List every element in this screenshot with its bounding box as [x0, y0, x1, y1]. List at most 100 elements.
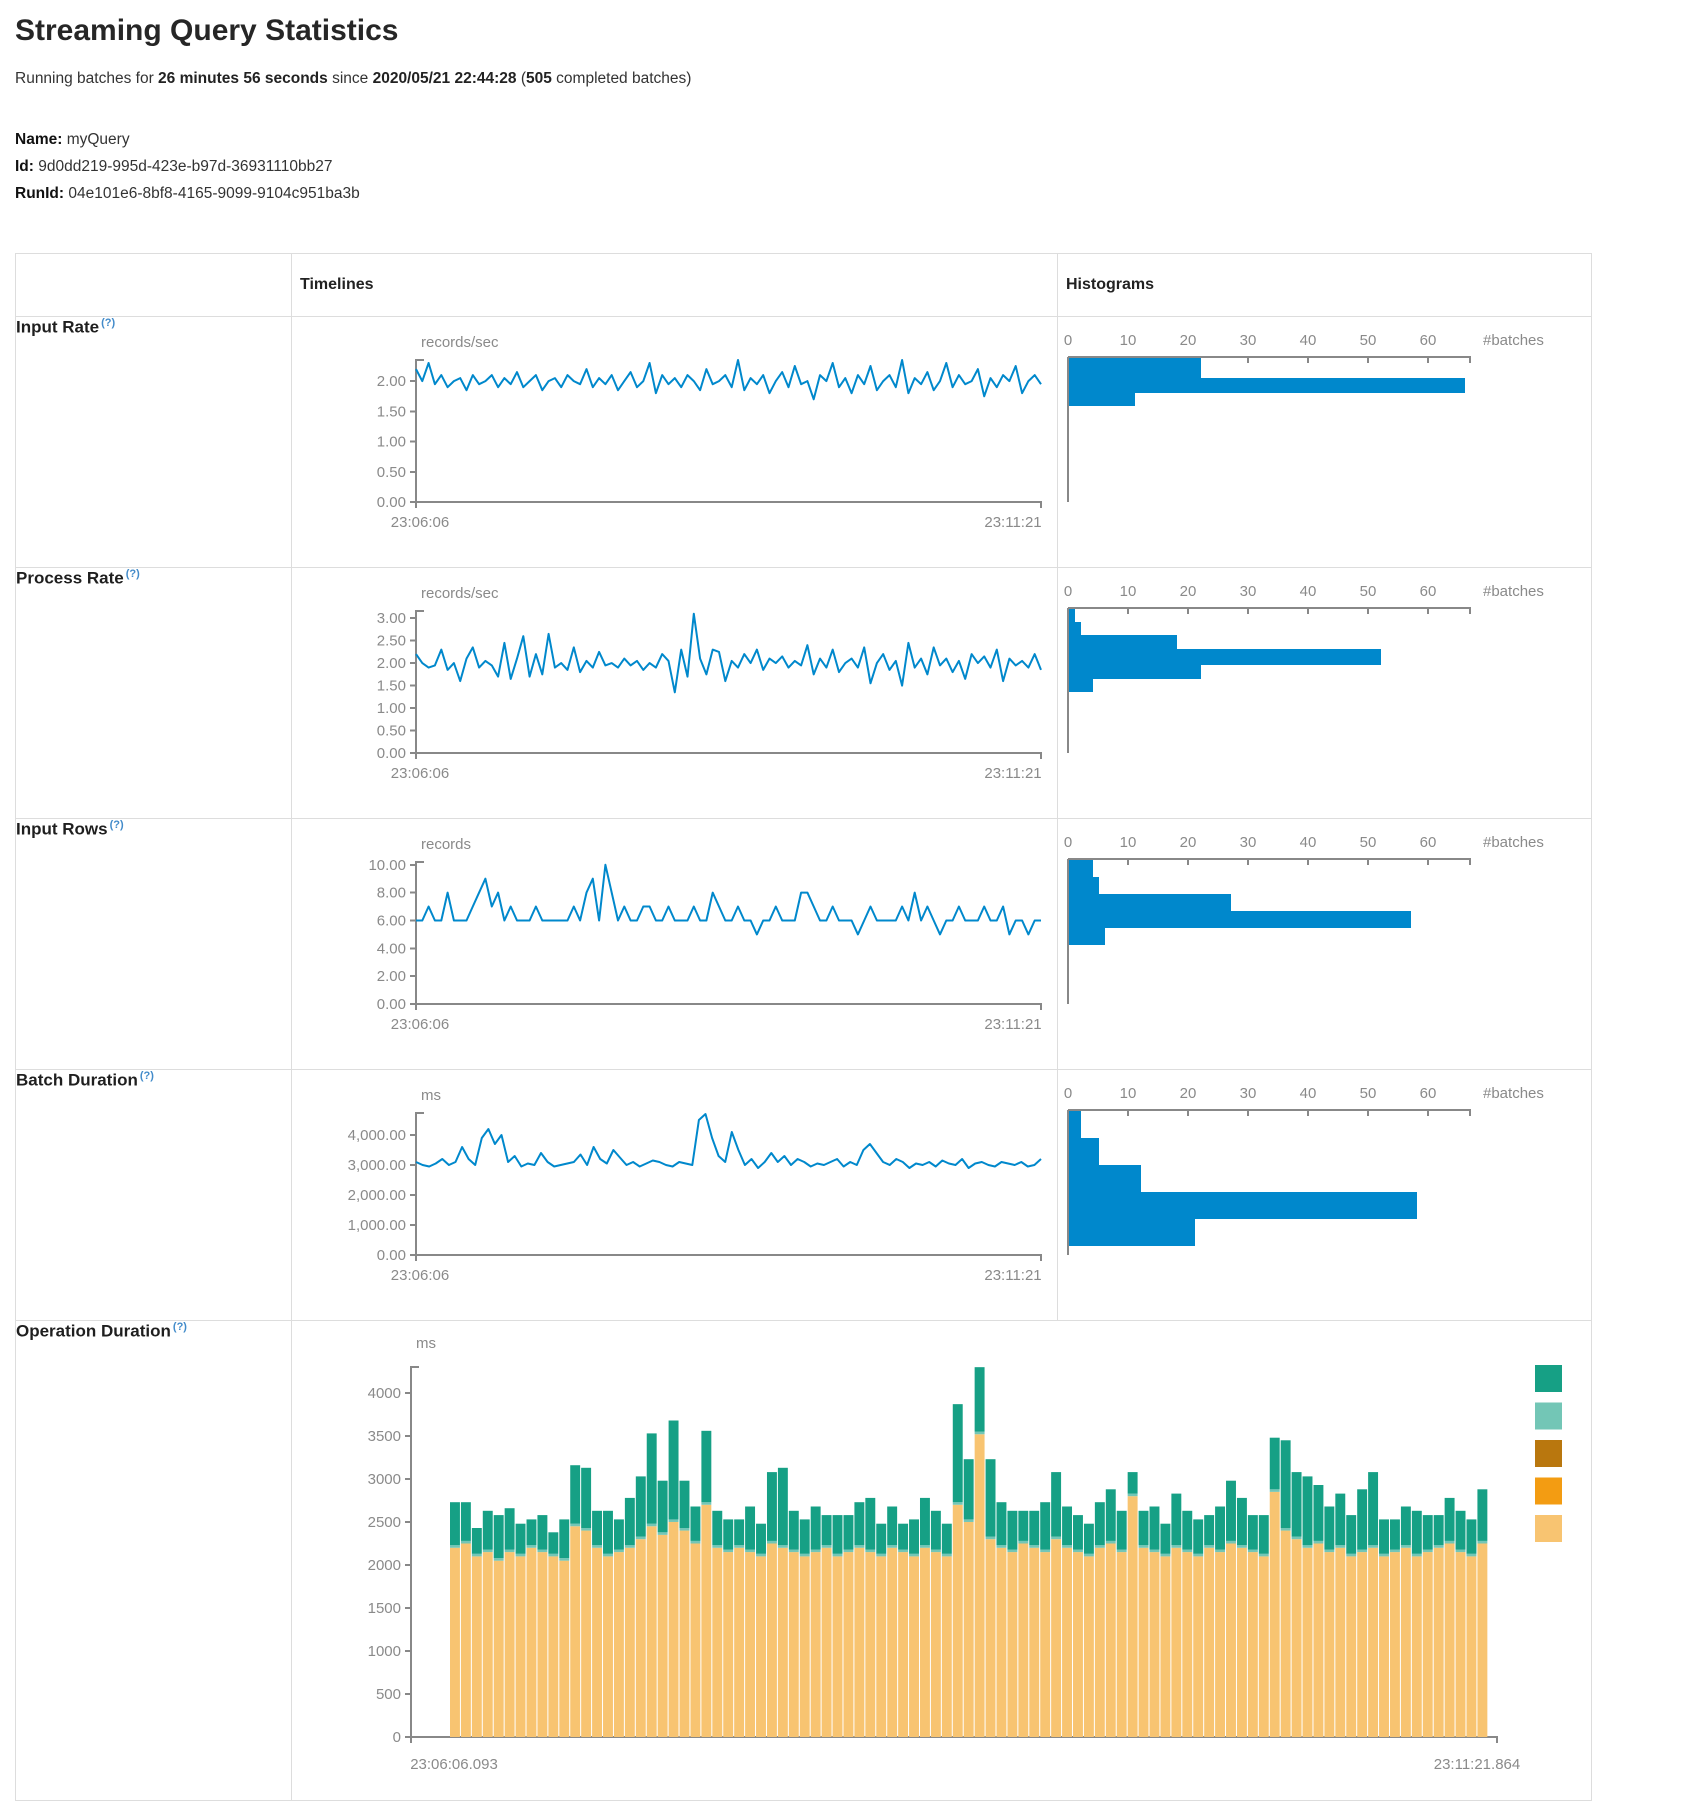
y-tick-label: 2,000.00: [348, 1187, 406, 1204]
hist-top-axis: [1068, 356, 1471, 363]
stack-segment: [1302, 1547, 1313, 1737]
stack-segment: [1105, 1540, 1116, 1544]
x-end-label: 23:11:21: [984, 765, 1041, 782]
y-tick-label: 8.00: [377, 885, 406, 902]
stack-segment: [1226, 1540, 1236, 1544]
table-header-row: Timelines Histograms: [15, 253, 1592, 317]
stack-segment: [974, 1367, 985, 1432]
hist-tick-label: 50: [1360, 1085, 1377, 1102]
stack-segment: [613, 1549, 624, 1553]
stack-segment: [766, 1540, 777, 1544]
stack-segment: [854, 1547, 865, 1737]
stack-segment: [581, 1530, 592, 1737]
stack-segment: [1040, 1502, 1051, 1550]
stack-segment: [1258, 1556, 1269, 1737]
batch-duration-timeline-cell: ms 4,000.00 3,000.00 2,000.00 1,000.00 0.00 23…: [291, 1069, 1058, 1321]
hist-bar: [1069, 679, 1093, 692]
process-rate-help-icon[interactable]: (?): [125, 568, 140, 580]
stack-segment: [832, 1556, 843, 1737]
stack-segment: [865, 1549, 876, 1553]
y-tick-label: 0.00: [377, 494, 406, 511]
hist-tick-label: 20: [1180, 834, 1197, 851]
stack-segment: [996, 1502, 1007, 1546]
stack-segment: [657, 1532, 668, 1535]
stack-segment: [559, 1558, 570, 1561]
stack-segment: [854, 1502, 865, 1546]
stack-segment: [559, 1519, 570, 1559]
batch-duration-label-cell: Batch Duration (?): [15, 1069, 292, 1321]
since-text: since: [327, 70, 373, 87]
stack-segment: [1379, 1556, 1389, 1737]
operation-duration-help-icon[interactable]: (?): [172, 1321, 187, 1333]
stack-segment: [1007, 1549, 1018, 1553]
stack-segment: [482, 1549, 493, 1553]
stack-segment: [1193, 1519, 1204, 1554]
stack-segment: [1280, 1440, 1291, 1529]
x-start-label: 23:06:06.093: [410, 1756, 498, 1773]
y-tick-label: 4000: [368, 1385, 401, 1402]
batches-axis-label: #batches: [1483, 1085, 1544, 1102]
input-rows-help-icon[interactable]: (?): [109, 819, 124, 831]
stack-segment: [537, 1515, 548, 1550]
stack-segment: [1422, 1515, 1433, 1550]
stack-segment: [1094, 1545, 1105, 1548]
stack-segment: [941, 1523, 952, 1554]
batch-duration-histogram-chart: 0 10 20 30 40 50 60 #batches: [1064, 1085, 1544, 1255]
stack-segment: [1204, 1515, 1215, 1546]
stack-segment: [646, 1433, 657, 1524]
legend-swatch-4: [1535, 1477, 1562, 1505]
process-rate-histogram-chart: 0 10 20 30 40 50 60 #batches: [1064, 583, 1544, 753]
stack-segment: [1411, 1556, 1422, 1737]
stack-segment: [766, 1543, 777, 1737]
stack-segment: [1029, 1510, 1040, 1546]
stack-segment: [996, 1547, 1007, 1737]
y-tick-label: 0: [393, 1729, 401, 1746]
stack-segment: [1335, 1493, 1346, 1546]
batch-duration-label: Batch Duration: [16, 1070, 138, 1090]
stack-segment: [854, 1545, 865, 1548]
stack-segment: [1062, 1506, 1073, 1546]
batch-duration-help-icon[interactable]: (?): [139, 1070, 154, 1082]
stack-segment: [876, 1523, 887, 1554]
stack-segment: [493, 1558, 504, 1561]
stack-segment: [777, 1545, 788, 1548]
stack-segment: [1258, 1553, 1269, 1557]
stack-segment: [887, 1545, 898, 1548]
stack-segment: [821, 1515, 832, 1546]
stack-segment: [1455, 1549, 1466, 1553]
stack-segment: [471, 1556, 482, 1737]
stack-segment: [1466, 1553, 1477, 1557]
stack-segment: [635, 1476, 646, 1537]
hist-tick-label: 30: [1240, 332, 1257, 349]
stack-segment: [1302, 1476, 1313, 1546]
batch-duration-timeline-chart: ms 4,000.00 3,000.00 2,000.00 1,000.00 0.00 23…: [348, 1087, 1042, 1284]
stack-segment: [734, 1545, 745, 1548]
hist-tick-label: 20: [1180, 332, 1197, 349]
stack-segment: [1335, 1545, 1346, 1548]
input-rate-help-icon[interactable]: (?): [101, 317, 116, 329]
stack-segment: [974, 1434, 985, 1737]
header-histograms: Histograms: [1057, 253, 1592, 317]
stack-segment: [1477, 1543, 1488, 1737]
stack-segment: [930, 1510, 941, 1550]
stack-segment: [1455, 1552, 1466, 1737]
stack-segment: [1247, 1549, 1258, 1553]
stack-segment: [1236, 1497, 1247, 1546]
y-tick-label: 4,000.00: [348, 1127, 406, 1144]
stack-segment: [1127, 1472, 1138, 1494]
stack-segment: [570, 1523, 581, 1527]
x-axis: [416, 1003, 1042, 1010]
stack-segment: [1160, 1553, 1171, 1557]
hist-tick-label: 50: [1360, 583, 1377, 600]
stack-segment: [909, 1556, 919, 1737]
stack-segment: [1357, 1549, 1368, 1553]
hist-tick-label: 0: [1064, 834, 1072, 851]
hist-bar: [1069, 609, 1075, 622]
stack-segment: [810, 1552, 821, 1737]
stack-segment: [526, 1519, 537, 1546]
stack-segment: [624, 1545, 635, 1548]
stack-segment: [1291, 1536, 1302, 1540]
input-rows-timeline-chart: records 10.00 8.00 6.00 4.00 2.00 0.00 23:06:06…: [368, 836, 1042, 1033]
stack-segment: [1379, 1553, 1389, 1557]
stack-segment: [799, 1556, 810, 1737]
